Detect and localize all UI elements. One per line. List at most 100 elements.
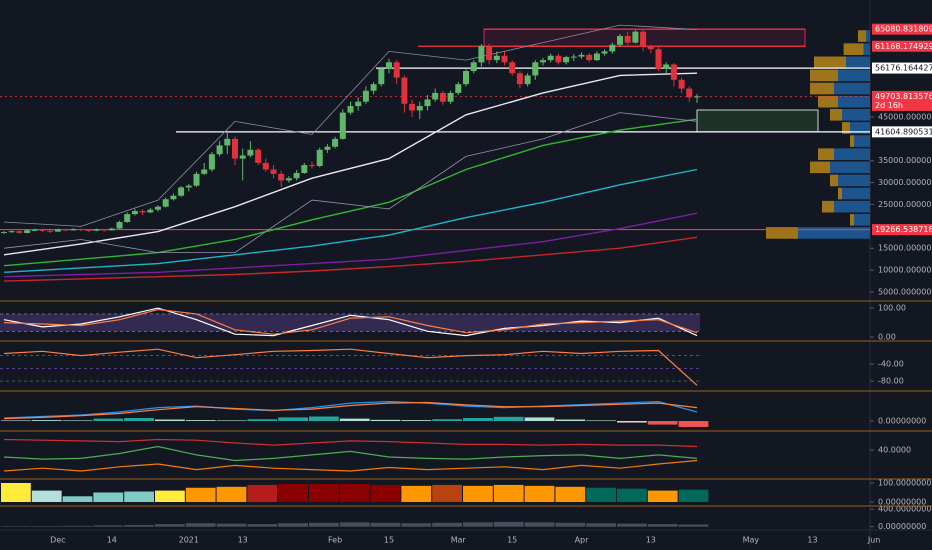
- candle-body: [447, 92, 454, 102]
- price-tag: [872, 40, 932, 52]
- y-tick-label: 0.00000000: [878, 522, 926, 531]
- volume-profile-sell: [838, 187, 842, 200]
- candle-body: [316, 149, 323, 166]
- bar: [93, 418, 124, 422]
- bar: [31, 420, 62, 422]
- volume-profile-sell: [810, 69, 838, 82]
- candle-body: [39, 229, 46, 231]
- indicator-line: [3, 438, 698, 448]
- candle-body: [339, 112, 346, 139]
- indicator-line: [3, 236, 698, 282]
- bar: [155, 490, 185, 502]
- candle-body: [62, 229, 69, 231]
- candle-body: [463, 71, 469, 85]
- candle-body: [201, 169, 208, 174]
- candle-body: [678, 79, 685, 89]
- candle-body: [593, 53, 600, 61]
- candle-body: [131, 211, 138, 215]
- bar: [93, 525, 124, 527]
- indicator-line: [3, 118, 698, 267]
- candle-body: [393, 62, 400, 78]
- axes: 5000.00000000 10000.00000000 15000.0000000…: [870, 23, 932, 531]
- volume-profile-sell: [842, 122, 850, 134]
- bar: [339, 418, 370, 422]
- candle-body: [640, 31, 647, 47]
- candle-body: [78, 228, 84, 230]
- volume-profile-sell: [843, 43, 864, 55]
- candle-body: [663, 64, 670, 69]
- bar: [1, 526, 31, 527]
- y-tick-label: 5000.00000000: [878, 287, 932, 296]
- bar: [309, 522, 339, 527]
- bar: [555, 522, 586, 527]
- bar: [124, 418, 154, 422]
- volume-profile-sell: [858, 30, 866, 42]
- countdown-label: 2d 16h: [875, 101, 903, 110]
- candle-body: [347, 106, 354, 113]
- candle-body: [586, 54, 593, 61]
- bar: [463, 485, 493, 502]
- volume-profile-buy: [838, 174, 870, 187]
- bar: [31, 526, 62, 527]
- candle-body: [478, 46, 485, 63]
- y-tick-label: 35000.00000000: [878, 156, 932, 165]
- y-tick-label: 30000.00000000: [878, 178, 932, 187]
- candle-body: [624, 36, 631, 43]
- price-tag-label: 49703.81357600: [875, 92, 932, 101]
- x-tick-label: 13: [646, 536, 656, 545]
- x-tick-label: 13: [238, 536, 248, 545]
- demand-zone: [696, 109, 819, 133]
- candle-body: [270, 169, 277, 174]
- bar: [339, 522, 370, 527]
- candle-body: [670, 64, 677, 80]
- candle-body: [601, 51, 608, 54]
- candle-body: [301, 165, 308, 173]
- volume-profile-sell: [822, 200, 834, 213]
- bar: [216, 523, 247, 527]
- volume-profile-sell: [766, 227, 798, 239]
- indicator-line: [3, 459, 698, 472]
- candle-body: [232, 138, 238, 159]
- candle-body: [570, 56, 577, 58]
- indicator-line: [3, 307, 698, 337]
- candle-body: [147, 209, 154, 213]
- indicator-line: [3, 308, 698, 335]
- x-tick-label: May: [743, 536, 760, 545]
- candle-body: [54, 229, 61, 232]
- x-tick-label: Dec: [50, 536, 65, 545]
- x-tick-label: 15: [384, 536, 394, 545]
- bar: [185, 420, 216, 422]
- volume-profile-buy: [842, 187, 870, 200]
- bar: [155, 419, 185, 422]
- bar: [586, 487, 616, 502]
- price-tag: [872, 90, 932, 111]
- price-tag: [872, 62, 932, 74]
- candle-body: [178, 187, 185, 196]
- candle-body: [185, 185, 192, 188]
- candle-body: [170, 195, 177, 200]
- candle-body: [617, 36, 623, 45]
- x-tick-label: Feb: [328, 536, 342, 545]
- bar: [278, 417, 308, 422]
- price-tag-label: 19266.53871878: [875, 225, 932, 234]
- candle-body: [285, 178, 292, 181]
- candle-body: [309, 165, 315, 167]
- volume-profile-buy: [798, 227, 870, 239]
- y-tick-label: 100.00000000: [878, 479, 932, 488]
- candle-body: [278, 173, 285, 181]
- volume-profile-sell: [850, 135, 854, 147]
- volume-profile-sell: [830, 108, 842, 121]
- bar: [432, 484, 462, 502]
- bar: [463, 522, 493, 527]
- volume-profile-sell: [814, 56, 846, 69]
- candle-body: [16, 231, 23, 233]
- candle-body: [108, 228, 115, 231]
- price-tag: [872, 126, 932, 138]
- bar: [617, 488, 647, 502]
- candle-body: [332, 138, 339, 147]
- candle-body: [540, 60, 546, 63]
- candle-body: [501, 55, 508, 63]
